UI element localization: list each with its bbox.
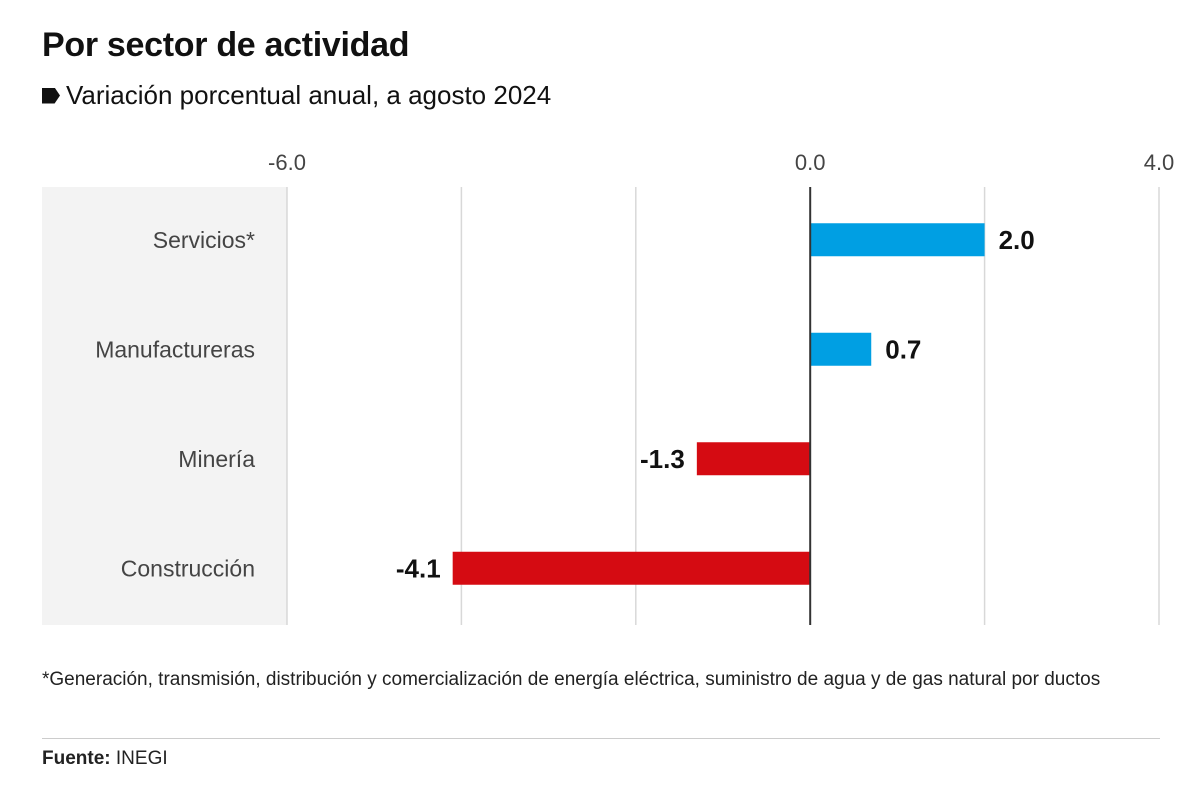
data-label: -1.3 [640, 444, 685, 474]
x-tick-label: -6.0 [268, 150, 306, 175]
tag-icon [42, 87, 60, 104]
source: Fuente: INEGI [42, 748, 168, 770]
source-label: Fuente: [42, 748, 111, 769]
bar [452, 551, 811, 585]
subtitle-text: Variación porcentual anual, a agosto 202… [66, 80, 552, 110]
label-panel [42, 187, 287, 625]
bar [696, 442, 811, 476]
footnote: *Generación, transmisión, distribución y… [42, 669, 1101, 690]
x-tick-label: 4.0 [1144, 150, 1175, 175]
source-value: INEGI [115, 748, 168, 769]
x-tick-label: 0.0 [795, 150, 826, 175]
data-label: 0.7 [885, 334, 921, 364]
bar [810, 223, 985, 257]
chart-subtitle: Variación porcentual anual, a agosto 202… [42, 80, 551, 111]
bar [810, 332, 872, 366]
data-label: -4.1 [396, 553, 441, 583]
category-label: Servicios* [153, 227, 255, 253]
category-label: Manufactureras [95, 336, 255, 362]
divider [42, 738, 1160, 739]
category-label: Construcción [121, 555, 255, 581]
category-label: Minería [178, 446, 255, 472]
data-label: 2.0 [999, 225, 1035, 255]
chart-title: Por sector de actividad [42, 26, 410, 64]
